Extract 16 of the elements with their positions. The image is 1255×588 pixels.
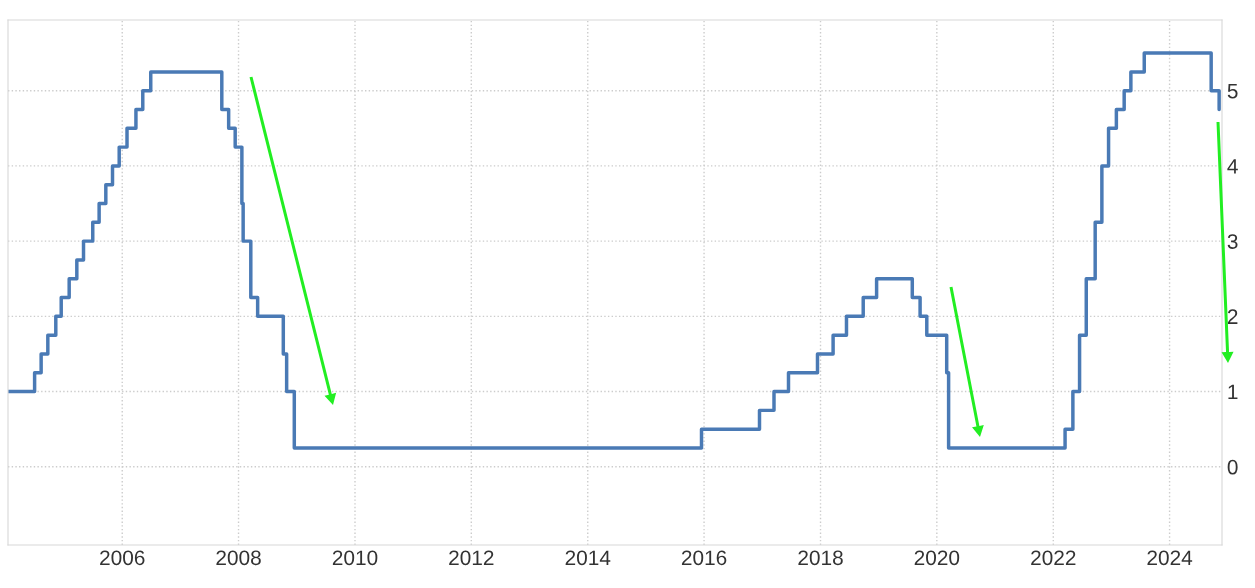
x-tick-label: 2012 [449,550,494,566]
x-tick-label: 2020 [914,550,960,566]
y-tick-label: 0 [1227,459,1238,475]
x-tick-label: 2016 [681,550,727,566]
x-tick-label: 2010 [332,550,378,566]
x-tick-label: 2014 [565,550,611,566]
x-tick-label: 2008 [216,550,261,566]
y-tick-label: 5 [1227,83,1238,99]
x-tick-label: 2024 [1147,550,1193,566]
y-tick-label: 4 [1227,159,1238,174]
x-tick-label: 2018 [798,550,843,566]
y-tick-label: 3 [1227,234,1238,249]
x-tick-label: 2022 [1031,550,1076,566]
y-tick-label: 2 [1227,309,1238,324]
x-tick-label: 2006 [100,550,145,566]
y-tick-label: 1 [1228,384,1238,400]
